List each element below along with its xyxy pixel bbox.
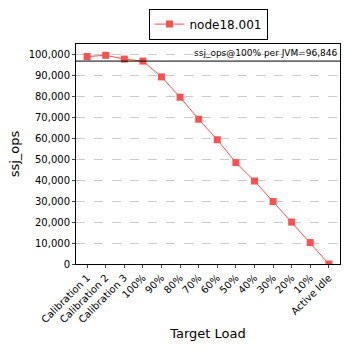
svg-text:60%: 60% <box>199 272 223 296</box>
svg-text:Active Idle: Active Idle <box>289 272 334 317</box>
svg-text:70,000: 70,000 <box>35 112 70 123</box>
svg-text:Target Load: Target Load <box>169 326 246 341</box>
svg-text:100%: 100% <box>120 272 148 300</box>
svg-text:ssj_ops@100% per JVM=96,846: ssj_ops@100% per JVM=96,846 <box>194 48 338 58</box>
svg-text:50,000: 50,000 <box>35 154 70 165</box>
svg-text:ssj_ops: ssj_ops <box>7 130 22 177</box>
svg-text:10,000: 10,000 <box>35 238 70 249</box>
svg-text:90,000: 90,000 <box>35 70 70 81</box>
svg-text:Calibration 1: Calibration 1 <box>39 272 92 325</box>
svg-text:80%: 80% <box>162 272 186 296</box>
svg-text:90%: 90% <box>143 272 167 296</box>
svg-text:Calibration 3: Calibration 3 <box>76 272 129 325</box>
svg-text:100,000: 100,000 <box>29 49 70 60</box>
svg-text:node18.001: node18.001 <box>190 18 262 32</box>
svg-text:30,000: 30,000 <box>35 196 70 207</box>
svg-text:30%: 30% <box>255 272 279 296</box>
svg-text:70%: 70% <box>180 272 204 296</box>
svg-text:80,000: 80,000 <box>35 91 70 102</box>
svg-text:20,000: 20,000 <box>35 217 70 228</box>
svg-text:50%: 50% <box>217 272 241 296</box>
svg-text:20%: 20% <box>273 272 297 296</box>
svg-text:0: 0 <box>64 259 70 270</box>
svg-text:40%: 40% <box>236 272 260 296</box>
svg-text:10%: 10% <box>292 272 316 296</box>
svg-text:60,000: 60,000 <box>35 133 70 144</box>
svg-text:Calibration 2: Calibration 2 <box>58 272 111 325</box>
svg-text:40,000: 40,000 <box>35 175 70 186</box>
